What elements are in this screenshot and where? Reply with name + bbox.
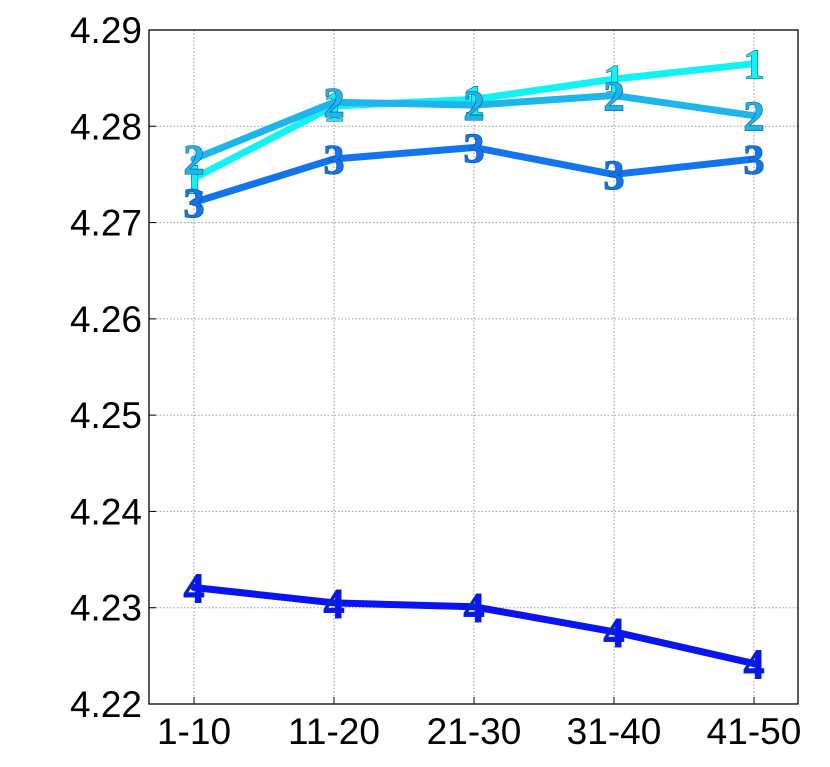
series-2-point: 2 — [604, 74, 625, 120]
series-3-point: 3 — [744, 138, 765, 184]
x-tick-label: 41-50 — [707, 711, 802, 752]
x-tick-label: 11-20 — [288, 711, 380, 752]
series-4: 4 4 4 4 4 — [183, 566, 765, 689]
series-4-point: 4 — [744, 643, 765, 689]
x-axis: 1-10 11-20 21-30 31-40 41-50 — [157, 697, 801, 752]
series-1-point: 1 — [744, 43, 765, 89]
series-3-line — [190, 143, 758, 206]
series-3-point: 3 — [604, 153, 625, 199]
y-axis: 4.22 4.23 4.24 4.25 4.26 4.27 4.28 4.29 — [70, 10, 156, 725]
series-4-point: 4 — [184, 566, 205, 612]
series-1: 11 1 1 1 — [183, 42, 765, 204]
series-1-point: 1 — [324, 85, 345, 131]
y-tick-label: 4.28 — [70, 106, 142, 147]
series-layer: 11 1 1 122 2 2 233 33 34 4 444 — [183, 42, 765, 689]
series-1-line — [190, 60, 758, 182]
series-2-point: 2 — [324, 81, 345, 127]
series-2: 2 2 2 2 2 — [183, 74, 765, 185]
y-tick-label: 4.24 — [70, 491, 142, 532]
series-4-line — [190, 583, 758, 668]
series-1-point: 1 — [184, 157, 205, 203]
y-tick-label: 4.25 — [70, 395, 142, 436]
series-4-point: 4 — [464, 586, 485, 632]
y-tick-label: 4.27 — [70, 203, 142, 244]
x-tick-label: 21-30 — [427, 711, 522, 752]
x-tick-label: 1-10 — [157, 711, 231, 752]
series-2-line — [190, 91, 758, 163]
y-tick-label: 4.23 — [70, 588, 142, 629]
series-4-point: 4 — [324, 582, 345, 628]
series-3-point: 3 — [324, 138, 345, 184]
grid-layer — [149, 29, 798, 705]
y-tick-label: 4.26 — [70, 299, 142, 340]
series-1-point: 1 — [464, 78, 485, 124]
series-4-point: 4 — [604, 611, 625, 657]
series-2-point: 2 — [184, 138, 205, 184]
x-tick-label: 31-40 — [567, 711, 662, 752]
series-3: 3 3 3 3 3 — [183, 126, 765, 228]
series-3-point: 3 — [464, 126, 485, 172]
series-2-point: 2 — [464, 84, 485, 130]
series-2-point: 2 — [744, 95, 765, 141]
y-tick-label: 4.22 — [70, 684, 142, 725]
series-3-point: 3 — [184, 181, 205, 227]
y-tick-label: 4.29 — [70, 10, 142, 51]
